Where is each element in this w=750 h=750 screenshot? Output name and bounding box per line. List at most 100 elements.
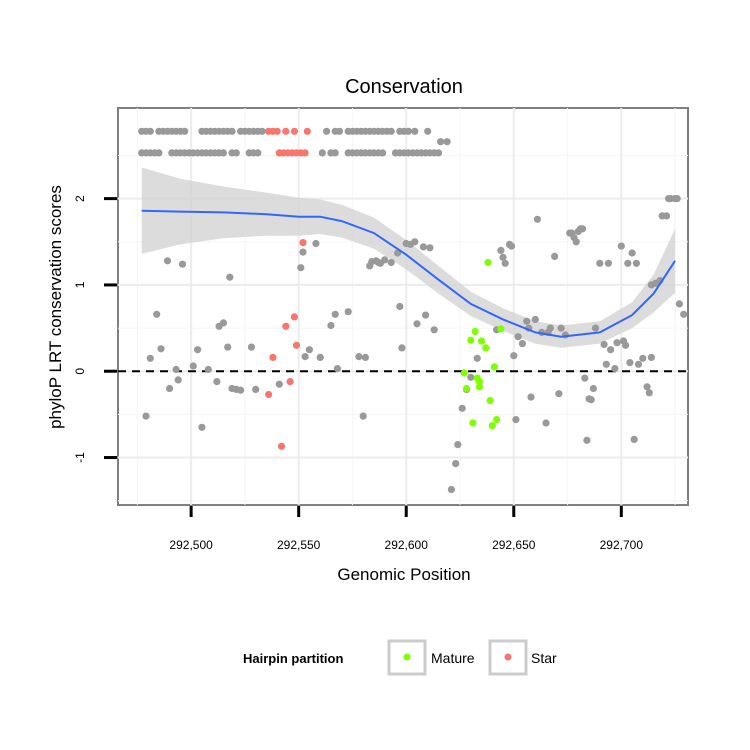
y-tick-label: -1 (73, 452, 87, 463)
other-point (602, 360, 610, 368)
star-point (282, 322, 290, 330)
y-axis-title: phyloP LRT conservation scores (46, 185, 65, 429)
mature-point (497, 325, 505, 333)
other-point (404, 127, 412, 135)
other-point (146, 354, 154, 362)
other-point (413, 320, 421, 328)
other-point (411, 238, 419, 246)
mature-point (469, 419, 477, 427)
other-point (426, 244, 434, 252)
star-point (292, 341, 301, 349)
mature-point (475, 383, 483, 391)
mature-point (486, 397, 494, 405)
other-point (178, 260, 187, 268)
other-point (501, 259, 509, 267)
mature-point (477, 337, 486, 345)
other-point (454, 441, 462, 449)
mature-points (460, 258, 505, 430)
other-point (228, 127, 236, 135)
other-point (422, 311, 430, 319)
other-point (523, 317, 531, 325)
other-point (555, 390, 563, 398)
other-point (591, 324, 600, 332)
chart-title: Conservation (345, 76, 463, 98)
other-point (166, 384, 174, 393)
star-point (286, 378, 294, 386)
star-point (290, 313, 298, 321)
other-point (645, 389, 653, 397)
other-point (318, 149, 326, 157)
other-point (157, 345, 165, 353)
other-point (232, 149, 240, 157)
legend: Hairpin partition Mature Star (243, 639, 557, 676)
other-point (579, 225, 587, 233)
other-point (572, 238, 580, 246)
x-tick-label: 292,500 (169, 538, 213, 552)
other-point (359, 412, 367, 420)
other-point (323, 127, 331, 135)
other-point (600, 340, 608, 349)
other-point (583, 436, 591, 444)
mature-point (493, 416, 501, 424)
y-tick-label: 2 (73, 195, 87, 202)
star-point (303, 127, 311, 135)
other-point (181, 127, 189, 135)
y-axis: -1 0 1 2 (73, 195, 117, 463)
other-point (194, 346, 202, 354)
other-point (189, 362, 197, 370)
other-point (680, 310, 688, 318)
star-point (273, 127, 281, 135)
other-point (632, 259, 641, 267)
other-point (508, 242, 516, 250)
other-point (626, 359, 634, 367)
other-point (589, 384, 598, 393)
other-point (581, 374, 589, 382)
x-axis-title: Genomic Position (337, 565, 470, 584)
legend-label-mature: Mature (431, 650, 475, 666)
other-point (146, 127, 154, 135)
other-point (312, 239, 320, 248)
other-point (237, 386, 245, 394)
other-point (219, 149, 227, 157)
mature-point (467, 336, 475, 344)
star-point (299, 239, 307, 247)
other-point (557, 324, 565, 332)
legend-mature-dot (403, 653, 411, 661)
other-point (252, 385, 260, 393)
other-point (514, 333, 522, 341)
other-point (424, 127, 432, 135)
other-point (275, 380, 283, 388)
other-point (213, 378, 221, 386)
star-point (282, 127, 290, 135)
mature-point (460, 369, 468, 377)
other-point (643, 383, 651, 391)
other-point (542, 419, 550, 427)
star-point (301, 149, 309, 157)
other-point (398, 344, 406, 352)
other-point (624, 259, 632, 267)
other-point (604, 259, 613, 267)
other-point (662, 212, 671, 220)
other-point (443, 138, 451, 146)
other-point (305, 346, 313, 354)
mature-point (488, 422, 496, 430)
y-tick-label: 0 (73, 368, 87, 375)
other-point (331, 310, 339, 318)
other-point (155, 149, 163, 157)
star-point (277, 442, 286, 450)
other-point (387, 258, 395, 267)
other-point (473, 354, 481, 362)
other-point (518, 340, 527, 348)
other-point (297, 264, 305, 272)
other-point (219, 319, 227, 327)
other-point (596, 259, 604, 267)
star-point (269, 353, 277, 361)
other-point (527, 393, 535, 401)
other-point (247, 343, 255, 351)
other-point (622, 341, 630, 349)
other-point (617, 242, 625, 250)
other-point (675, 300, 684, 308)
x-tick-label: 292,700 (600, 538, 644, 552)
other-point (434, 149, 443, 157)
